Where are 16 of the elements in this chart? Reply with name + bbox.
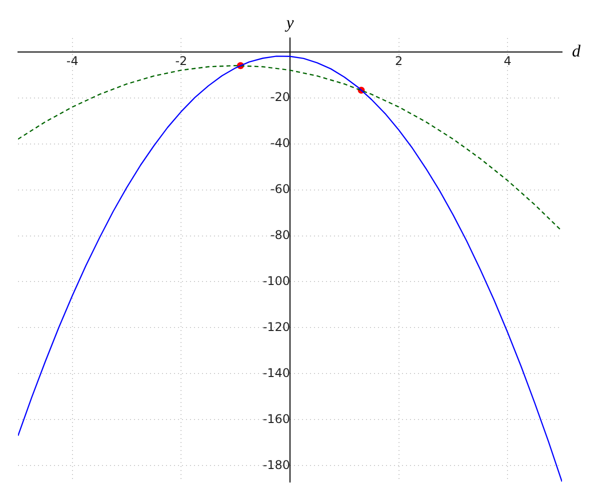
line-series <box>18 64 562 232</box>
y-tick-label: -140 <box>262 366 290 380</box>
y-tick-label: -20 <box>270 90 290 104</box>
x-tick-label: -2 <box>175 54 188 68</box>
y-tick-label: -120 <box>262 320 290 334</box>
x-tick-label: -4 <box>66 54 78 68</box>
y-tick-label: -60 <box>270 182 290 196</box>
y-tick-label: -80 <box>270 228 290 242</box>
y-tick-label: -180 <box>262 458 290 472</box>
x-axis-title: d <box>572 41 581 60</box>
y-axis-title: y <box>284 12 294 32</box>
y-tick-label: -100 <box>262 274 290 288</box>
x-tick-label: 4 <box>504 54 512 68</box>
y-tick-label: -160 <box>262 412 290 426</box>
y-tick-label: -40 <box>270 136 290 150</box>
x-tick-label: 2 <box>394 54 403 68</box>
